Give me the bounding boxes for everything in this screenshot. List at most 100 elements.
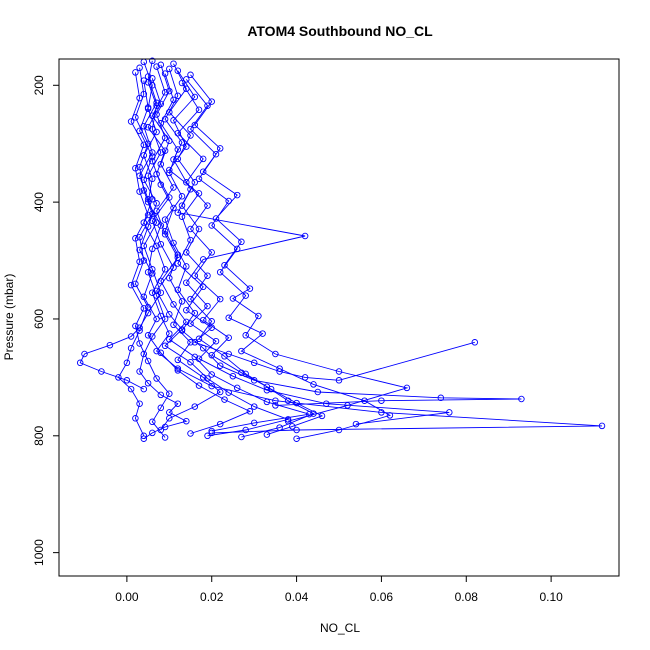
- data-point-9-0: [166, 65, 173, 73]
- x-tick-label-4: 0.08: [455, 590, 479, 604]
- data-point-8-1: [161, 89, 169, 96]
- data-point-5-10: [191, 309, 199, 317]
- data-point-6-0: [144, 73, 152, 80]
- data-point-5-13: [216, 362, 224, 369]
- data-point-7-8: [216, 268, 224, 276]
- data-point-13-2: [166, 108, 173, 116]
- data-point-4-0: [149, 57, 156, 65]
- data-point-8-5: [170, 184, 177, 191]
- data-point-14-1: [144, 104, 152, 111]
- series-line-6: [79, 76, 162, 390]
- data-point-6-5: [144, 195, 152, 203]
- data-point-0-17: [174, 400, 182, 407]
- data-point-9-18: [352, 420, 360, 428]
- data-point-12-1: [157, 100, 165, 108]
- data-point-8-2: [149, 112, 156, 119]
- y-axis-label: Pressure (mbar): [2, 274, 16, 361]
- data-point-5-8: [183, 263, 190, 270]
- data-point-4-6: [149, 195, 156, 203]
- data-point-11-2: [191, 121, 199, 129]
- data-point-12-0: [149, 75, 156, 82]
- data-point-13-17: [318, 412, 326, 420]
- data-point-15-4: [183, 179, 190, 186]
- data-point-6-13: [106, 341, 114, 349]
- data-point-9-7: [301, 232, 309, 240]
- data-point-5-6: [161, 216, 169, 223]
- data-point-7-2: [187, 125, 194, 133]
- data-point-8-8: [174, 254, 182, 261]
- data-point-6-11: [136, 324, 143, 331]
- series-line-1: [151, 64, 221, 431]
- data-point-4-4: [157, 149, 165, 156]
- data-point-11-8: [221, 261, 228, 269]
- data-point-15-8: [191, 272, 199, 279]
- data-point-4-19: [293, 426, 300, 434]
- data-point-10-13: [144, 357, 152, 365]
- data-point-9-9: [183, 279, 190, 286]
- data-point-11-3: [216, 145, 224, 152]
- data-point-3-14: [250, 359, 258, 367]
- data-point-14-2: [136, 127, 143, 135]
- data-point-8-7: [161, 231, 169, 238]
- y-tick-label-3: 800: [32, 425, 46, 445]
- data-point-13-8: [183, 249, 190, 256]
- data-point-6-6: [153, 219, 160, 226]
- data-point-5-9: [174, 286, 182, 294]
- data-point-10-16: [157, 404, 165, 412]
- data-point-1-17: [166, 415, 173, 422]
- data-point-1-1: [166, 87, 173, 95]
- data-point-5-0: [161, 70, 169, 77]
- data-point-3-0: [174, 67, 182, 74]
- data-point-11-15: [403, 384, 411, 392]
- y-tick-label-1: 400: [32, 192, 46, 212]
- data-point-12-7: [157, 240, 165, 248]
- series-line-8: [151, 66, 310, 432]
- data-point-3-1: [191, 93, 199, 101]
- data-point-10-1: [136, 94, 143, 102]
- data-point-13-19: [263, 431, 271, 438]
- data-point-7-6: [208, 222, 215, 229]
- data-point-13-12: [195, 335, 203, 343]
- series-line-13: [168, 63, 324, 436]
- data-point-5-1: [170, 96, 177, 104]
- data-point-14-3: [149, 153, 156, 160]
- data-point-8-11: [183, 318, 190, 326]
- data-point-15-5: [204, 202, 211, 209]
- data-point-15-3: [199, 155, 207, 163]
- data-point-9-1: [174, 92, 182, 100]
- data-point-15-9: [216, 295, 224, 303]
- data-point-7-17: [335, 426, 343, 434]
- data-point-0-4: [140, 152, 148, 159]
- data-point-14-16: [246, 408, 254, 415]
- data-point-13-9: [204, 272, 211, 279]
- data-point-5-3: [174, 146, 182, 153]
- y-tick-label-0: 200: [32, 75, 46, 95]
- x-axis: 0.00 0.02 0.04 0.06 0.08 0.10: [115, 575, 563, 604]
- series-line-14: [139, 80, 252, 434]
- data-point-15-10: [199, 316, 207, 324]
- data-point-9-11: [187, 320, 194, 327]
- data-point-5-7: [170, 239, 177, 247]
- data-point-7-16: [386, 412, 394, 419]
- data-point-14-10: [153, 315, 160, 323]
- data-point-10-2: [127, 118, 135, 125]
- data-point-2-15: [127, 385, 135, 393]
- data-point-5-17: [518, 395, 525, 403]
- data-point-4-10: [149, 289, 156, 296]
- data-point-1-0: [157, 61, 165, 69]
- data-point-12-9: [153, 287, 160, 295]
- data-point-1-12: [187, 339, 194, 346]
- data-point-9-6: [174, 209, 182, 216]
- data-point-1-16: [191, 403, 199, 410]
- data-point-11-5: [233, 191, 241, 199]
- data-point-6-14: [81, 350, 88, 358]
- data-point-8-10: [170, 301, 177, 308]
- data-point-8-15: [233, 384, 241, 392]
- data-point-10-6: [144, 211, 152, 219]
- x-tick-label-2: 0.04: [285, 590, 309, 604]
- data-point-1-6: [170, 204, 177, 212]
- data-point-4-11: [157, 312, 165, 320]
- data-point-12-8: [170, 264, 177, 271]
- series-line-12: [147, 78, 290, 437]
- data-point-12-4: [153, 170, 160, 178]
